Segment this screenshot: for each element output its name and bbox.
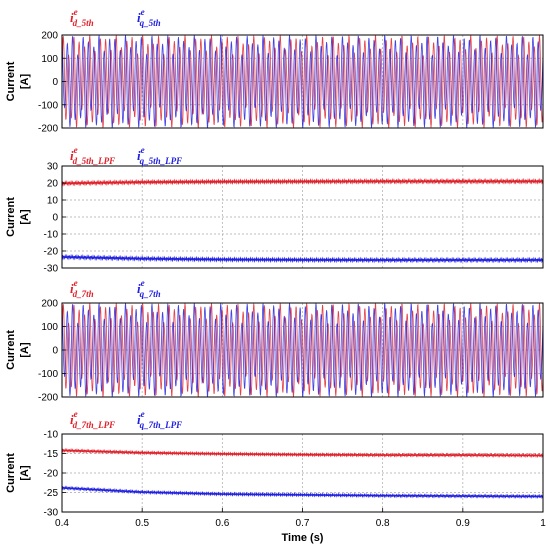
y-tick-label: -10	[44, 230, 59, 241]
series-line	[62, 485, 543, 499]
y-tick-label: -200	[38, 124, 58, 135]
y-tick-label: -25	[44, 488, 59, 499]
panel-4: -10 -15 -20 -25 -30 Current [A] ie d_7th_LPF ie q_…	[5, 409, 546, 544]
y-tick-label: -20	[44, 247, 59, 258]
legend-entry: ie d_7th_LPF	[70, 409, 115, 430]
legend-entry: ie q_5th_LPF	[137, 145, 182, 166]
y-tick-label: -30	[44, 264, 59, 275]
y-tick-label: -15	[44, 449, 59, 460]
x-tick-label: 0.5	[135, 518, 149, 529]
panel-1: 200 100 0 -100 -200 Current [A] ie d_5th ie q_5th	[5, 7, 544, 135]
legend-entry: ie q_7th	[137, 278, 161, 299]
y-tick-label: 100	[41, 54, 58, 65]
y-axis-label: Current [A]	[5, 61, 31, 101]
y-tick-label: 20	[47, 179, 59, 190]
x-tick-label: 1	[540, 518, 546, 529]
y-tick-label: 200	[41, 31, 58, 42]
y-tick-label: -100	[38, 369, 58, 380]
series-line	[62, 303, 543, 397]
y-tick-label: -20	[44, 469, 59, 480]
x-tick-label: 0.6	[215, 518, 229, 529]
y-tick-label: -10	[44, 430, 59, 441]
y-axis-label: Current [A]	[5, 197, 31, 237]
y-tick-label: 100	[41, 322, 58, 333]
legend-entry: ie d_5th	[70, 7, 94, 28]
panel-3: 200 100 0 -100 -200 Current [A] ie d_7th ie q_7th	[5, 278, 544, 404]
y-tick-label: 0	[52, 346, 58, 357]
legend-entry: ie d_5th_LPF	[70, 145, 115, 166]
legend-entry: ie d_7th	[70, 278, 94, 299]
y-tick-label: -100	[38, 100, 58, 111]
x-axis-label: Time (s)	[282, 532, 324, 544]
y-tick-label: 200	[41, 299, 58, 310]
y-tick-label: 0	[52, 213, 58, 224]
series-line	[62, 177, 543, 187]
y-axis-label: Current [A]	[5, 330, 31, 370]
x-tick-label: 0.7	[296, 518, 310, 529]
y-tick-label: 0	[52, 77, 58, 88]
y-tick-label: 10	[47, 196, 59, 207]
series-line	[62, 447, 543, 459]
y-axis-label: Current [A]	[5, 453, 31, 493]
y-tick-label: -200	[38, 393, 58, 404]
x-tick-label: 0.4	[55, 518, 69, 529]
series-line	[62, 253, 543, 264]
y-tick-label: -30	[44, 508, 59, 519]
series-line	[62, 35, 543, 128]
x-tick-label: 0.8	[376, 518, 390, 529]
panel-2: 30 20 10 0 -10 -20 -30 Current [A] ie d_5th_LPF ie q…	[5, 145, 544, 275]
legend-entry: ie q_5th	[137, 7, 161, 28]
legend-entry: ie q_7th_LPF	[137, 409, 182, 430]
y-tick-label: 30	[47, 162, 59, 173]
x-tick-label: 0.9	[456, 518, 470, 529]
